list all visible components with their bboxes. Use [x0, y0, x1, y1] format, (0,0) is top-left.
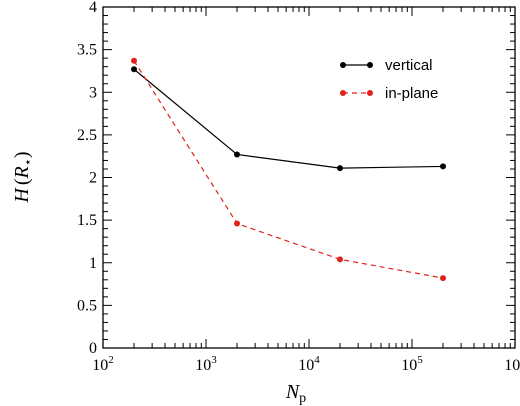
axis-ticks — [102, 6, 516, 349]
x-tick-label-base: 10 — [504, 357, 520, 374]
y-tick-label: 2.5 — [77, 127, 97, 144]
y-axis-label-star: ⋆ — [20, 158, 35, 166]
legend-label-in-plane: in-plane — [385, 85, 438, 102]
y-axis-label-main: H — [11, 187, 33, 204]
x-axis-label-sub: p — [299, 391, 306, 406]
series-line-in-plane — [133, 60, 444, 279]
legend-marker-in-plane — [340, 90, 346, 96]
y-tick-label: 2 — [89, 170, 97, 187]
legend-marker-vertical — [340, 62, 346, 68]
y-tick-label: 1.5 — [77, 212, 97, 229]
y-axis-label-open: ( — [11, 178, 33, 185]
x-tick-label-base: 10 — [298, 357, 314, 374]
x-tick-label-exp: 3 — [211, 354, 217, 366]
data-point-vertical — [440, 163, 447, 170]
data-point-vertical — [337, 165, 344, 172]
data-point-vertical — [234, 151, 241, 158]
data-point-in-plane — [440, 275, 447, 282]
x-tick-label: 103 — [195, 354, 217, 374]
legend-label-vertical: vertical — [385, 57, 433, 74]
y-tick-label: 0.5 — [77, 297, 97, 314]
x-tick-label-base: 10 — [195, 357, 211, 374]
x-tick-label: 106 — [504, 354, 520, 374]
x-axis-label-main: N — [285, 381, 301, 403]
y-tick-label: 3.5 — [77, 42, 97, 59]
y-tick-label: 1 — [89, 255, 97, 272]
legend: vertical in-plane — [340, 57, 438, 102]
x-tick-label: 104 — [298, 354, 320, 374]
legend-marker-vertical — [367, 62, 373, 68]
x-tick-label: 105 — [401, 354, 423, 374]
plot-frame — [102, 6, 516, 349]
series-line-vertical — [133, 68, 444, 169]
legend-marker-in-plane — [367, 90, 373, 96]
series-lines — [133, 60, 444, 279]
data-point-vertical — [131, 66, 138, 73]
tick-labels: 10210310410510600.511.522.533.54 — [77, 0, 520, 374]
data-point-in-plane — [131, 57, 138, 64]
x-tick-label-exp: 5 — [417, 354, 423, 366]
x-axis-label: Np — [285, 381, 306, 406]
x-tick-label-exp: 2 — [108, 354, 114, 366]
x-tick-label-base: 10 — [92, 357, 108, 374]
y-tick-label: 4 — [89, 0, 97, 16]
x-tick-label-base: 10 — [401, 357, 417, 374]
x-tick-label-exp: 4 — [314, 354, 320, 366]
y-tick-label: 3 — [89, 84, 97, 101]
data-point-in-plane — [234, 220, 241, 227]
y-axis-label-close: ) — [11, 151, 33, 158]
series-points — [131, 57, 447, 282]
y-tick-label: 0 — [89, 340, 97, 357]
x-tick-label: 102 — [92, 354, 114, 374]
data-point-in-plane — [337, 256, 344, 263]
y-axis-label: H (R⋆) — [11, 151, 35, 203]
y-axis-label-inner: R — [11, 166, 33, 179]
